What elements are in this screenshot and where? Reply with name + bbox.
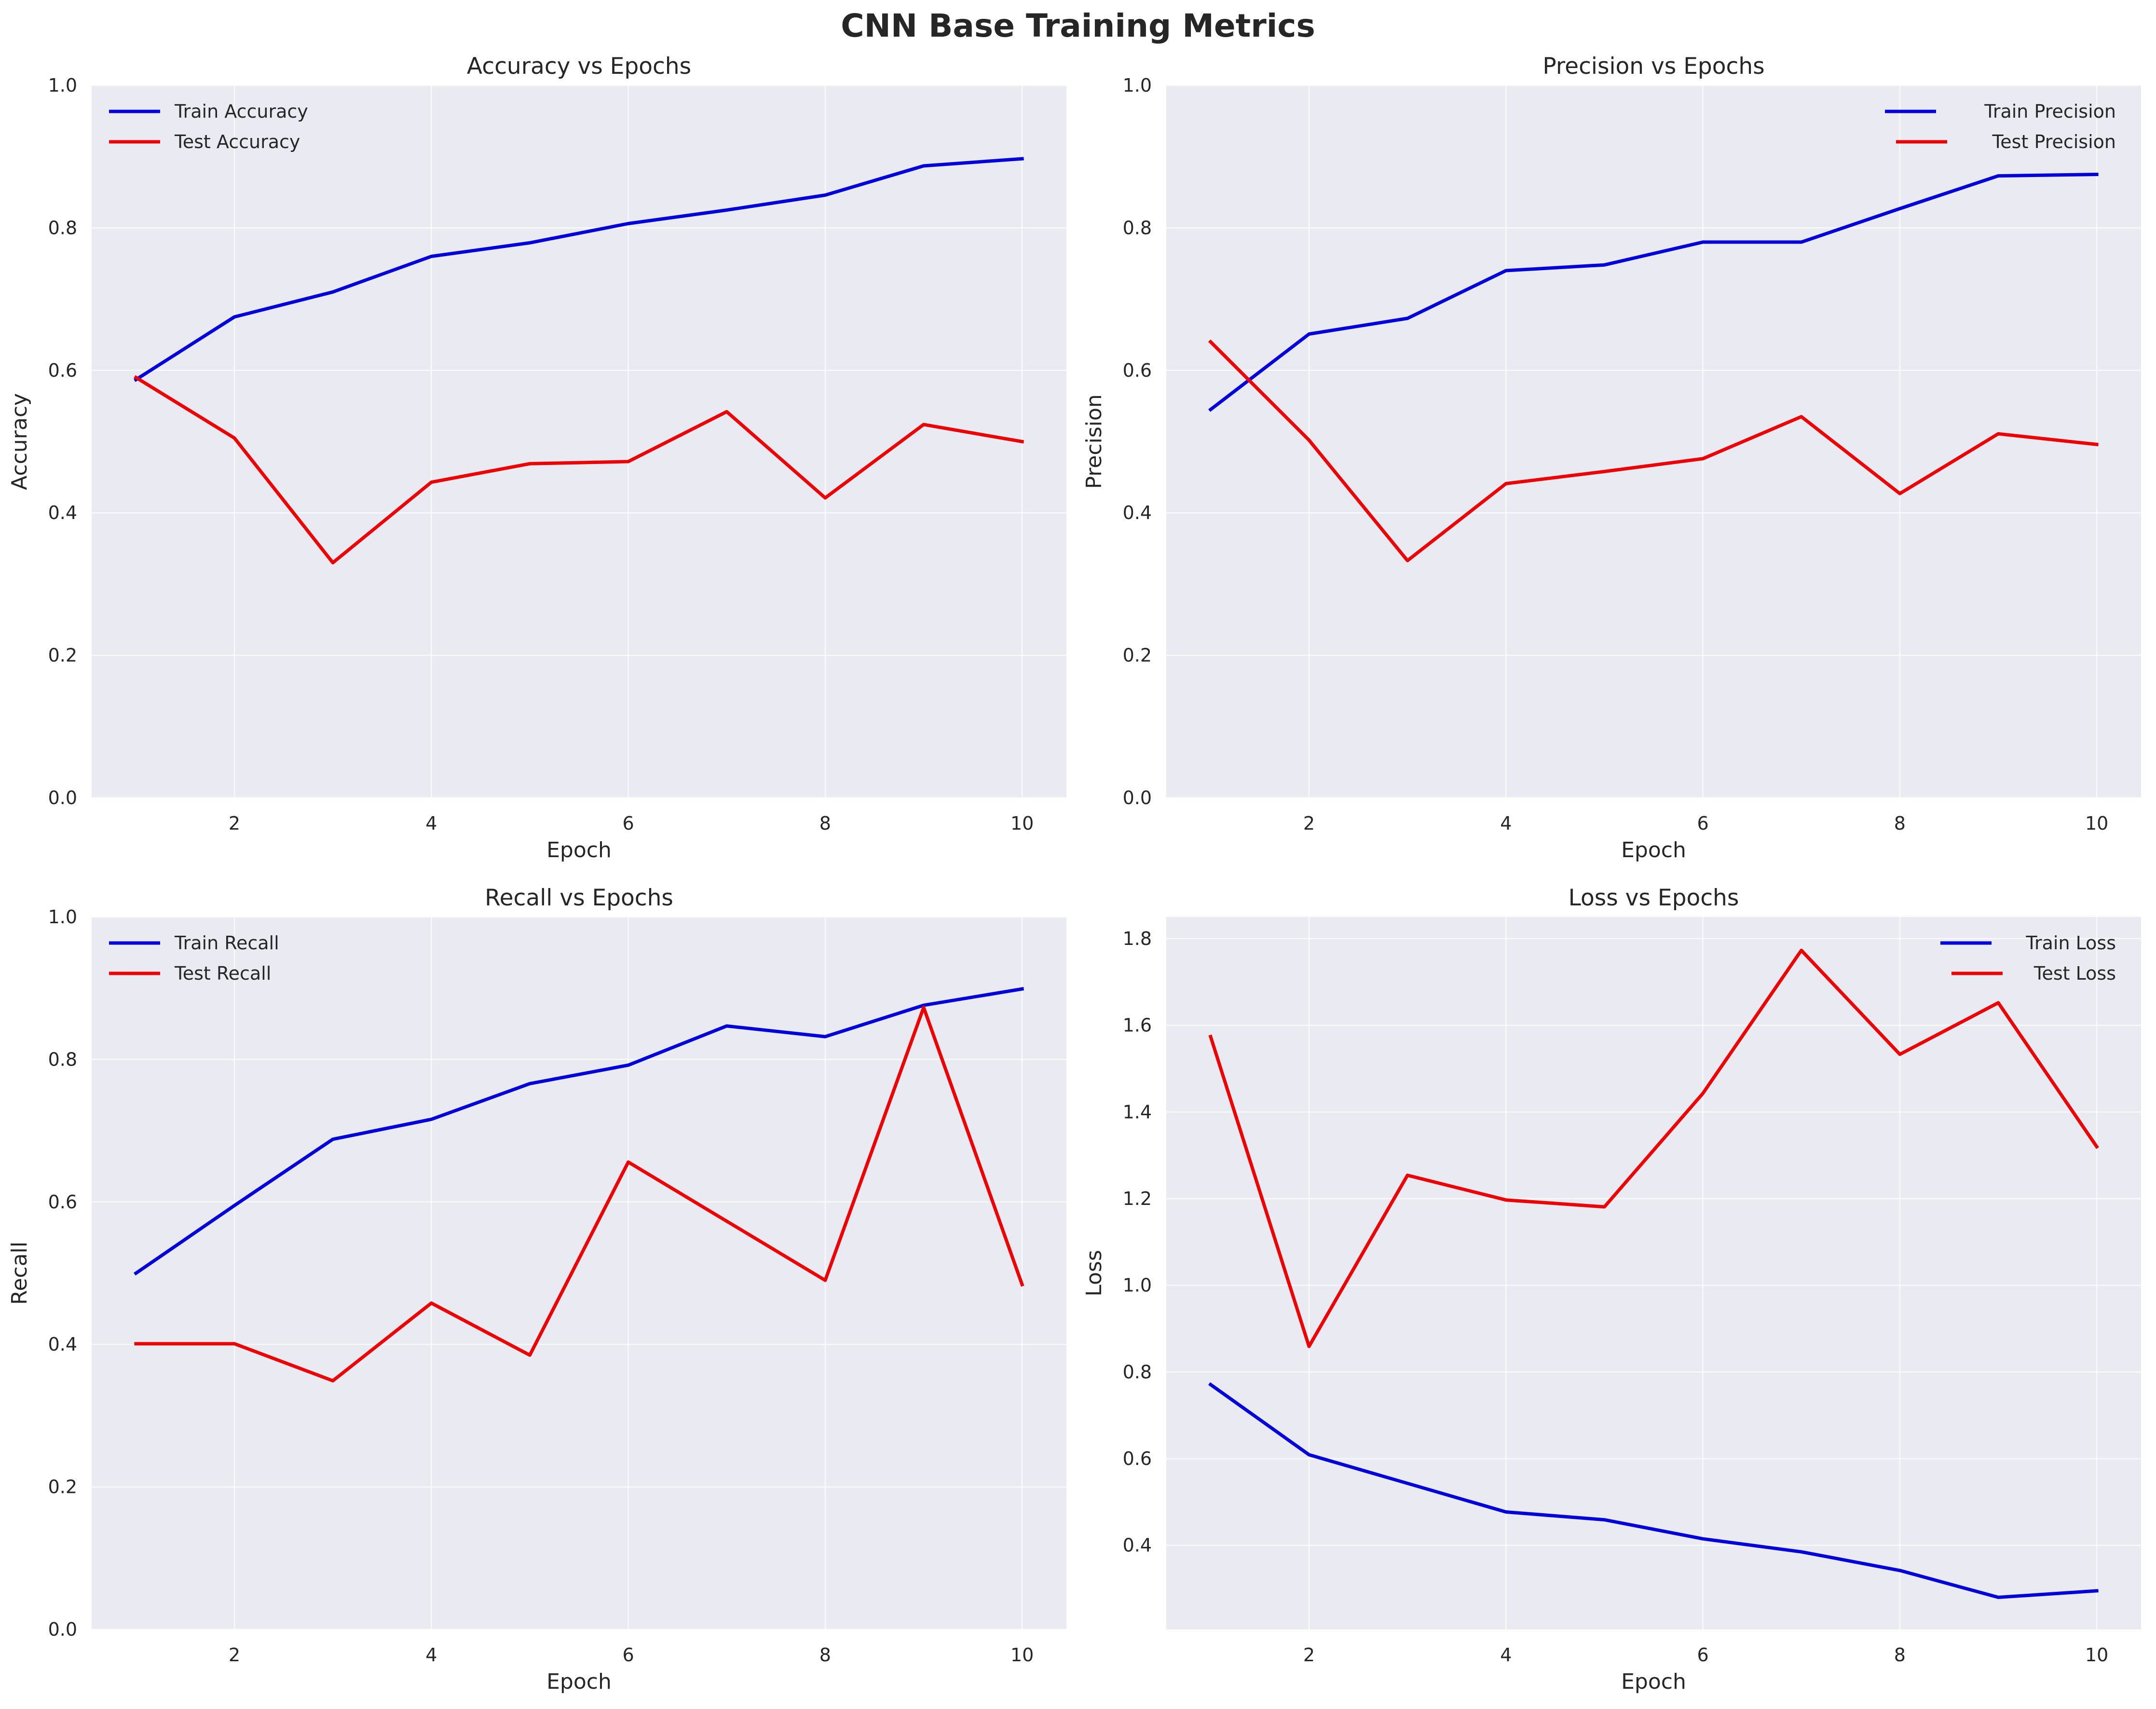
y-tick-label: 0.0 <box>48 787 77 808</box>
y-tick-label: 0.4 <box>48 1334 77 1355</box>
y-tick-label: 0.2 <box>1123 645 1152 666</box>
y-tick-label: 0.4 <box>1123 1535 1152 1556</box>
y-tick-label: 1.4 <box>1123 1101 1152 1122</box>
x-tick-label: 6 <box>1697 1644 1708 1666</box>
y-axis-label: Loss <box>1082 1250 1106 1297</box>
legend-label-test-recall: Test Recall <box>174 963 271 984</box>
x-tick-label: 8 <box>1894 813 1906 834</box>
figure-suptitle: CNN Base Training Metrics <box>841 7 1315 44</box>
y-tick-label: 0.6 <box>1123 360 1152 381</box>
y-tick-label: 1.0 <box>1123 1275 1152 1296</box>
y-tick-label: 0.8 <box>48 1049 77 1070</box>
y-tick-label: 0.0 <box>1123 787 1152 808</box>
y-tick-label: 0.6 <box>48 1191 77 1213</box>
legend-label-train-loss: Train Loss <box>2025 932 2116 954</box>
x-tick-label: 10 <box>1010 1644 1034 1666</box>
plot-area-precision <box>1166 85 2141 798</box>
y-axis-label: Precision <box>1082 394 1106 489</box>
subplot-recall: 0.0 0.2 0.4 0.6 0.8 1.0 2 4 6 8 10 Recall vs Epochs… <box>7 885 1066 1694</box>
series-line-test-accuracy <box>134 375 1024 565</box>
x-tick-label: 4 <box>425 813 437 834</box>
y-tick-label: 0.8 <box>1123 1361 1152 1382</box>
series-line-test-precision <box>1208 339 2099 562</box>
x-tick-label: 4 <box>1500 1644 1512 1666</box>
x-tick-label: 2 <box>229 813 240 834</box>
legend: Train Accuracy Test Accuracy <box>109 101 308 152</box>
plot-area-loss <box>1166 917 2141 1629</box>
series-line-train-accuracy <box>134 157 1024 382</box>
y-tick-label: 1.6 <box>1123 1015 1152 1036</box>
x-tick-label: 10 <box>2085 813 2108 834</box>
subplots: 0.0 0.2 0.4 0.6 0.8 1.0 2 4 6 8 10 Accuracy vs Epoc… <box>7 53 2141 1694</box>
y-tick-label: 0.0 <box>48 1619 77 1640</box>
y-tick-label: 0.6 <box>1123 1448 1152 1469</box>
series-line-test-loss <box>1208 948 2099 1348</box>
x-axis-label: Epoch <box>546 838 612 862</box>
x-tick-label: 8 <box>819 813 831 834</box>
subplot-precision: 0.0 0.2 0.4 0.6 0.8 1.0 2 4 6 8 10 Precision vs Epo… <box>1082 53 2141 862</box>
x-tick-label: 4 <box>425 1644 437 1666</box>
y-axis-label: Accuracy <box>7 393 32 490</box>
plot-area-recall <box>92 917 1066 1629</box>
x-tick-label: 8 <box>1894 1644 1906 1666</box>
x-tick-label: 2 <box>1303 1644 1315 1666</box>
y-tick-label: 0.4 <box>48 502 77 523</box>
legend-label-test-loss: Test Loss <box>2033 963 2116 984</box>
y-tick-label: 1.0 <box>48 906 77 928</box>
x-tick-label: 10 <box>2085 1644 2108 1666</box>
y-tick-label: 1.0 <box>1123 75 1152 96</box>
legend-label-train-recall: Train Recall <box>174 932 279 954</box>
subplot-loss: 0.4 0.6 0.8 1.0 1.2 1.4 1.6 1.8 2 4 6 8 10 Loss vs Ep… <box>1082 885 2141 1694</box>
subplot-title: Loss vs Epochs <box>1569 885 1739 911</box>
x-tick-label: 2 <box>229 1644 240 1666</box>
plot-area-accuracy <box>92 85 1066 798</box>
subplot-title: Recall vs Epochs <box>485 885 673 911</box>
subplot-title: Accuracy vs Epochs <box>467 53 691 80</box>
x-tick-label: 8 <box>819 1644 831 1666</box>
legend: Train Loss Test Loss <box>1940 932 2116 984</box>
legend: Train Recall Test Recall <box>109 932 279 984</box>
x-tick-label: 6 <box>1697 813 1708 834</box>
x-axis-label: Epoch <box>1621 1669 1686 1694</box>
y-tick-label: 0.8 <box>48 217 77 238</box>
y-tick-label: 0.2 <box>48 1477 77 1498</box>
x-tick-label: 4 <box>1500 813 1512 834</box>
y-tick-label: 1.8 <box>1123 928 1152 949</box>
legend-label-test-precision: Test Precision <box>1992 131 2116 152</box>
series-line-test-recall <box>134 1006 1024 1382</box>
subplot-title: Precision vs Epochs <box>1542 53 1764 80</box>
y-tick-label: 0.4 <box>1123 502 1152 523</box>
series-line-train-recall <box>134 987 1024 1276</box>
legend-label-test-accuracy: Test Accuracy <box>174 131 300 152</box>
y-tick-label: 0.8 <box>1123 217 1152 238</box>
y-tick-label: 0.2 <box>48 645 77 666</box>
legend: Train Precision Test Precision <box>1885 101 2116 152</box>
y-tick-label: 1.0 <box>48 75 77 96</box>
legend-label-train-accuracy: Train Accuracy <box>174 101 308 122</box>
x-tick-label: 6 <box>622 813 634 834</box>
series-line-train-precision <box>1208 173 2099 412</box>
y-axis-label: Recall <box>7 1242 32 1305</box>
series-line-train-loss <box>1208 1382 2099 1599</box>
subplot-accuracy: 0.0 0.2 0.4 0.6 0.8 1.0 2 4 6 8 10 Accuracy vs Epoc… <box>7 53 1066 862</box>
x-axis-label: Epoch <box>1621 838 1686 862</box>
legend-label-train-precision: Train Precision <box>1984 101 2116 122</box>
y-tick-label: 0.6 <box>48 360 77 381</box>
x-tick-label: 10 <box>1010 813 1034 834</box>
x-axis-label: Epoch <box>546 1669 612 1694</box>
y-tick-label: 1.2 <box>1123 1188 1152 1209</box>
x-tick-label: 2 <box>1303 813 1315 834</box>
x-tick-label: 6 <box>622 1644 634 1666</box>
